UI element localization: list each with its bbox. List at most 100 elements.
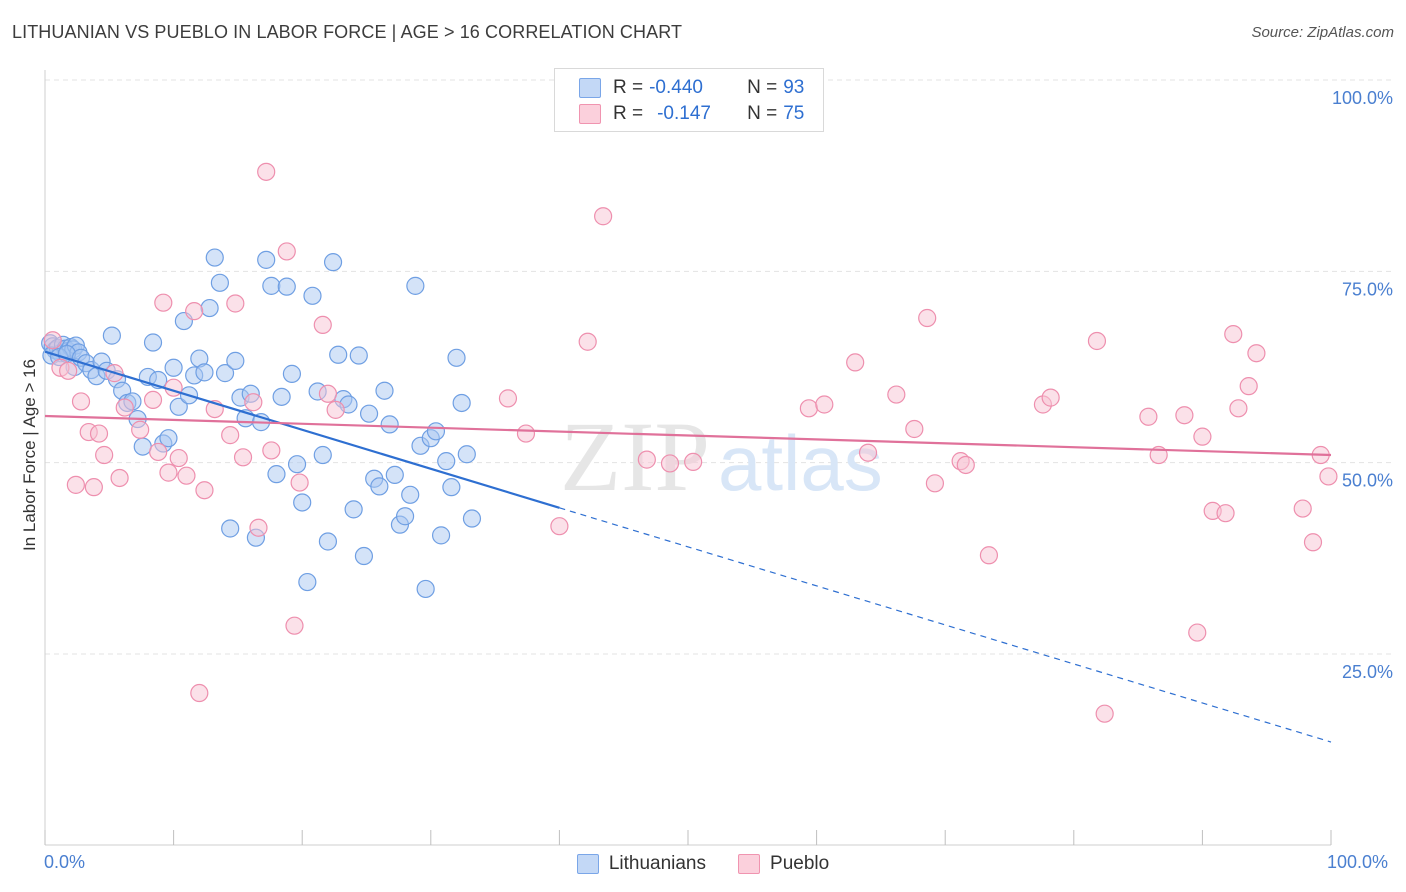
lithuanians-point: [329, 345, 348, 364]
pueblo-point: [578, 332, 597, 351]
pueblo-point: [95, 445, 114, 465]
lithuanians-point: [205, 248, 224, 267]
pueblo-point: [1193, 427, 1212, 446]
chart-title: LITHUANIAN VS PUEBLO IN LABOR FORCE | AG…: [12, 22, 683, 42]
lithuanians-point: [262, 276, 281, 295]
pueblo-point: [159, 463, 178, 482]
legend-item-pueblo[interactable]: Pueblo: [738, 853, 829, 875]
pueblo-point: [846, 353, 865, 372]
lithuanians-point: [416, 579, 435, 599]
pueblo-point: [815, 395, 834, 414]
pueblo-point: [799, 399, 818, 418]
lithuanians-point: [200, 298, 219, 318]
pueblo-point: [285, 616, 304, 635]
lithuanians-point: [457, 445, 476, 464]
legend-swatch-blue: [579, 78, 601, 98]
lithuanians-point: [226, 351, 245, 370]
x-tick-label-min: 0.0%: [44, 852, 86, 872]
legend-r-label: R =: [613, 103, 644, 124]
pueblo-point: [637, 450, 656, 469]
lithuanians-point: [159, 429, 178, 448]
pueblo-point: [684, 452, 703, 472]
pueblo-points: [43, 162, 1338, 723]
pueblo-point: [318, 384, 338, 403]
lithuanians-point: [133, 437, 152, 456]
pueblo-point: [1239, 377, 1258, 396]
pueblo-point: [956, 455, 975, 475]
pueblo-point: [169, 448, 188, 468]
lithuanians-point: [287, 455, 307, 474]
pueblo-point: [313, 315, 332, 335]
legend-label-pueblo: Pueblo: [770, 853, 830, 874]
watermark: ZIP atlas: [560, 401, 883, 512]
pueblo-point: [918, 308, 937, 328]
pueblo-point: [858, 443, 878, 462]
y-tick-label: 50.0%: [1342, 471, 1393, 491]
pueblo-point: [1175, 406, 1194, 425]
lithuanians-point: [323, 253, 343, 272]
pueblo-trend-line: [44, 414, 1332, 457]
pueblo-point: [1139, 407, 1158, 426]
pueblo-point: [257, 162, 276, 181]
pueblo-point: [177, 466, 196, 485]
y-tick-label: 100.0%: [1332, 88, 1393, 108]
pueblo-point: [244, 393, 263, 412]
lithuanians-point: [385, 465, 404, 485]
pueblo-point: [131, 420, 150, 439]
lithuanians-point: [431, 526, 451, 545]
series-legend: Lithuanians Pueblo: [0, 850, 1406, 878]
lithuanians-point: [380, 415, 399, 434]
lithuanians-point: [210, 273, 229, 292]
lithuanians-point: [195, 363, 214, 382]
lithuanians-point: [370, 477, 389, 496]
lithuanians-point: [406, 276, 425, 295]
gridlines: [45, 79, 1391, 655]
lithuanians-point: [267, 465, 286, 484]
legend-n-label: N =: [747, 103, 778, 124]
pueblo-point: [154, 293, 173, 312]
lithuanians-point: [293, 493, 312, 512]
pueblo-point: [59, 361, 78, 380]
axes: [44, 70, 1332, 846]
lithuanians-point: [282, 364, 302, 383]
lithuanians-point: [272, 387, 291, 406]
pueblo-point: [43, 331, 62, 350]
legend-swatch-blue: [576, 854, 599, 874]
pueblo-point: [1087, 331, 1107, 351]
lithuanians-point: [169, 397, 188, 416]
pueblo-point: [1224, 324, 1243, 344]
legend-item-lithuanians[interactable]: Lithuanians: [576, 853, 706, 875]
y-axis-label: In Labor Force | Age > 16: [20, 358, 39, 552]
pueblo-point: [277, 242, 296, 261]
legend-n-value: 93: [783, 77, 805, 98]
legend-row-pueblo: R = -0.147 N = 75: [579, 101, 804, 127]
lithuanians-point: [442, 478, 461, 497]
pueblo-point: [516, 424, 536, 443]
pueblo-point: [1041, 388, 1060, 407]
y-tick-labels: 25.0% 50.0% 75.0% 100.0%: [1332, 88, 1393, 682]
watermark-atlas: atlas: [718, 419, 883, 507]
lithuanians-point: [164, 358, 183, 377]
pueblo-point: [1303, 533, 1323, 552]
trend-lines: [44, 350, 1332, 743]
pueblo-point: [84, 478, 103, 497]
y-tick-label: 75.0%: [1342, 279, 1393, 299]
legend-r-value: -0.440: [649, 77, 703, 98]
pueblo-point: [149, 442, 168, 462]
lithuanians-point: [303, 286, 322, 305]
pueblo-point: [660, 454, 680, 473]
lithuanians-point: [221, 519, 240, 538]
legend-swatch-pink: [579, 104, 601, 124]
pueblo-point: [887, 385, 906, 404]
pueblo-point: [498, 389, 518, 408]
pueblo-point: [226, 294, 245, 313]
legend-swatch-pink: [738, 854, 761, 874]
pueblo-point: [89, 424, 109, 443]
legend-row-lithuanians: R = -0.440 N = 93: [579, 75, 804, 101]
source-label: Source: ZipAtlas.com: [1251, 24, 1394, 41]
pueblo-point: [1247, 344, 1266, 363]
lithuanians-point: [426, 422, 446, 441]
lithuanians-trend-extension: [559, 507, 1332, 743]
pueblo-point: [233, 448, 253, 467]
